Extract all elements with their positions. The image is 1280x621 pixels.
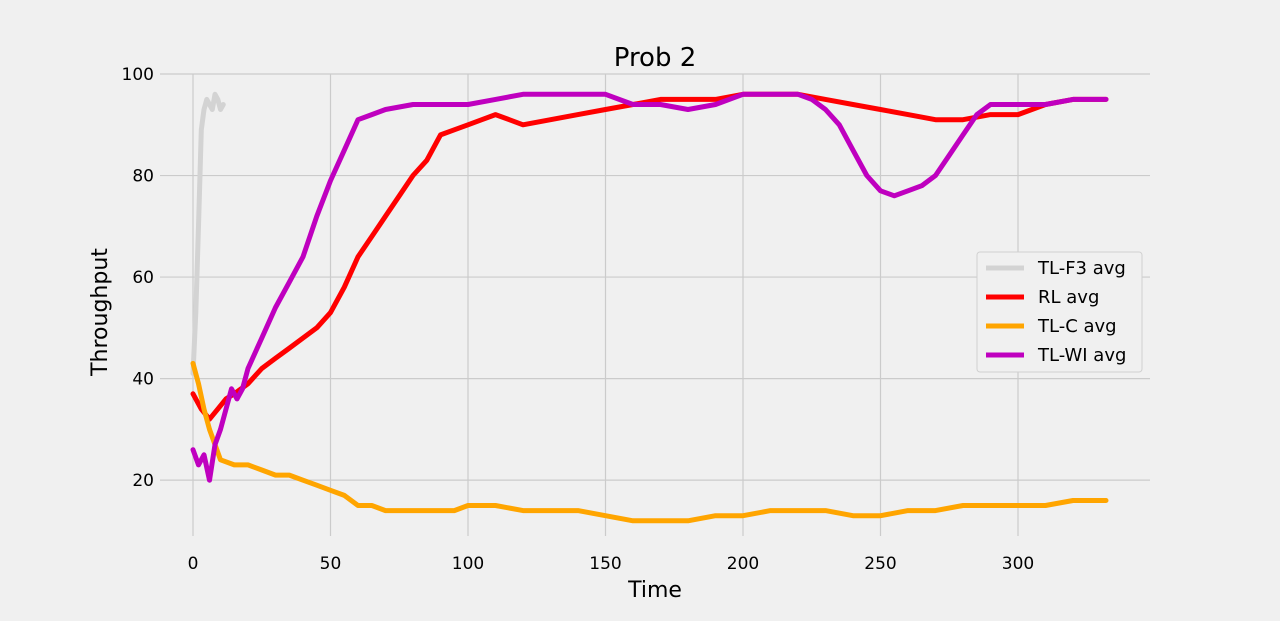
legend: TL-F3 avg RL avg TL-C avg TL-WI avg (976, 251, 1143, 373)
x-tick-label: 200 (727, 554, 759, 574)
x-tick-label: 300 (1002, 554, 1034, 574)
x-tick-label: 250 (864, 554, 896, 574)
chart-title: Prob 2 (614, 43, 697, 73)
series-line-1 (190, 91, 1109, 422)
y-tick-label: 100 (122, 65, 154, 85)
y-tick-label: 60 (132, 268, 154, 288)
x-tick-label: 50 (320, 554, 342, 574)
legend-label: TL-WI avg (1037, 345, 1126, 366)
y-tick-label: 20 (132, 471, 154, 491)
legend-box (976, 251, 1143, 373)
y-axis-label: Throughput (88, 248, 113, 377)
series-line-3 (190, 91, 1109, 483)
x-axis-label: Time (627, 578, 682, 603)
series-lines (190, 91, 1109, 524)
legend-label: TL-C avg (1037, 316, 1117, 337)
series-line-2 (190, 360, 1109, 524)
legend-label: TL-F3 avg (1037, 258, 1126, 279)
x-tick-label: 100 (452, 554, 484, 574)
y-tick-label: 80 (132, 167, 154, 187)
x-tick-label: 150 (589, 554, 621, 574)
legend-label: RL avg (1038, 287, 1099, 308)
tick-labels: 0 50 100 150 200 250 300 20 40 60 80 100 (122, 65, 1035, 574)
x-tick-label: 0 (188, 554, 199, 574)
y-tick-label: 40 (132, 370, 154, 390)
series-line-0 (190, 91, 226, 376)
